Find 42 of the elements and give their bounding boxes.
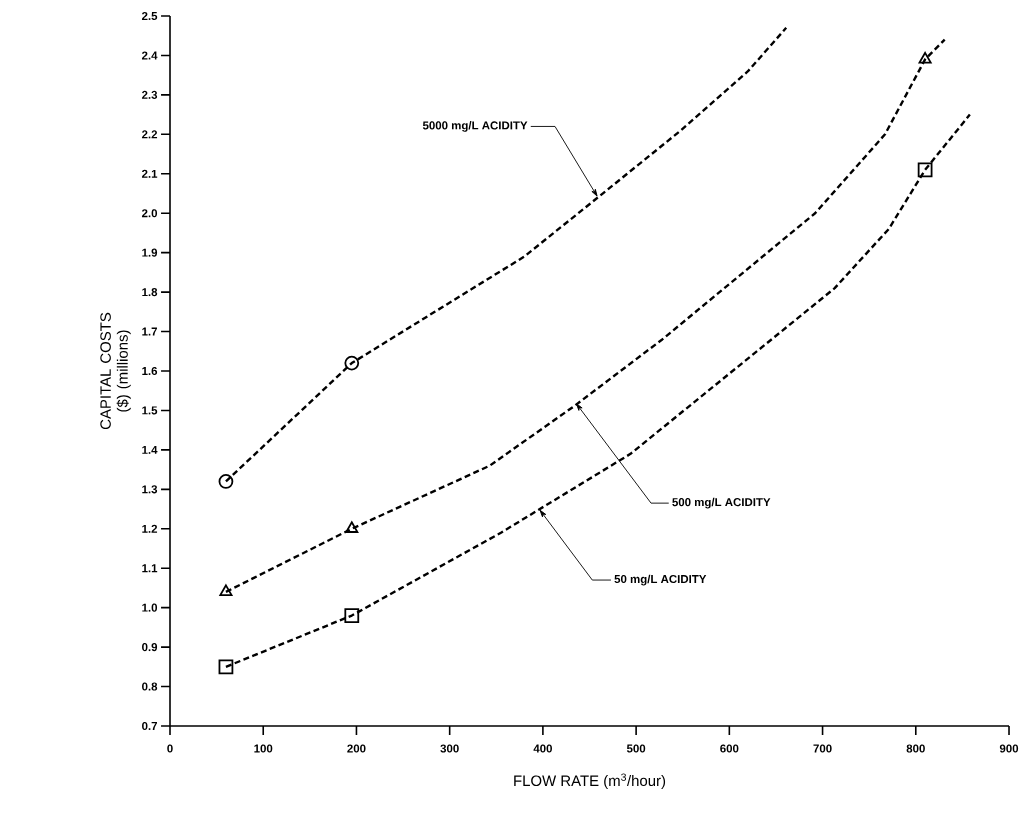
y-tick-label: 2.1 bbox=[141, 169, 158, 178]
y-tick-label: 2.4 bbox=[141, 51, 158, 60]
y-tick-label: 1.4 bbox=[142, 445, 158, 454]
y-tick-label: 1.0 bbox=[142, 603, 158, 612]
y-tick-label: 1.8 bbox=[142, 288, 158, 297]
annotation: 500 mg/L ACIDITY bbox=[672, 497, 771, 509]
y-tick-label: 1.3 bbox=[142, 485, 158, 494]
y-tick-label: 2.5 bbox=[141, 11, 158, 21]
y-tick-label: 2.2 bbox=[141, 130, 158, 139]
point bbox=[344, 608, 360, 623]
annotation: 5000 mg/L ACIDITY bbox=[422, 121, 528, 132]
point bbox=[218, 474, 234, 489]
x-tick-label: 100 bbox=[254, 744, 273, 753]
y-tick-label: 0.8 bbox=[142, 682, 158, 691]
y-tick-label: 1.5 bbox=[142, 406, 158, 415]
point bbox=[218, 659, 234, 675]
y-tick-label: 1.9 bbox=[142, 248, 158, 257]
x-tick-label: 0 bbox=[167, 744, 173, 753]
x-axis-title: FLOW RATE (m$^{3}$/hour) bbox=[514, 773, 666, 789]
x-tick-label: 500 bbox=[626, 744, 646, 753]
x-tick-label: 600 bbox=[720, 744, 739, 753]
y-tick-label: 0.7 bbox=[142, 721, 157, 731]
point bbox=[219, 584, 233, 597]
point bbox=[344, 355, 360, 371]
point bbox=[918, 52, 932, 64]
x-tick-label: 200 bbox=[347, 744, 366, 753]
x-tick-label: 400 bbox=[533, 744, 552, 753]
x-tick-label: 300 bbox=[440, 744, 459, 753]
y-tick-label: 1.2 bbox=[142, 524, 158, 533]
y-tick-label: 0.9 bbox=[142, 643, 158, 652]
x-tick-label: 900 bbox=[999, 744, 1019, 753]
point bbox=[917, 162, 933, 178]
point bbox=[345, 521, 359, 533]
x-tick-label: 800 bbox=[906, 744, 925, 753]
y-tick-label: 1.7 bbox=[142, 327, 157, 336]
y-tick-label: 2.0 bbox=[141, 209, 158, 218]
x-tick-label: 700 bbox=[813, 744, 832, 753]
y-axis-title: CAPITAL COSTS ($) (millions) bbox=[100, 312, 131, 430]
y-tick-label: 1.1 bbox=[142, 564, 158, 573]
y-tick-label: 1.6 bbox=[142, 366, 158, 376]
y-tick-label: 2.3 bbox=[141, 90, 158, 99]
annotation: 50 mg/L ACIDITY bbox=[614, 574, 707, 586]
